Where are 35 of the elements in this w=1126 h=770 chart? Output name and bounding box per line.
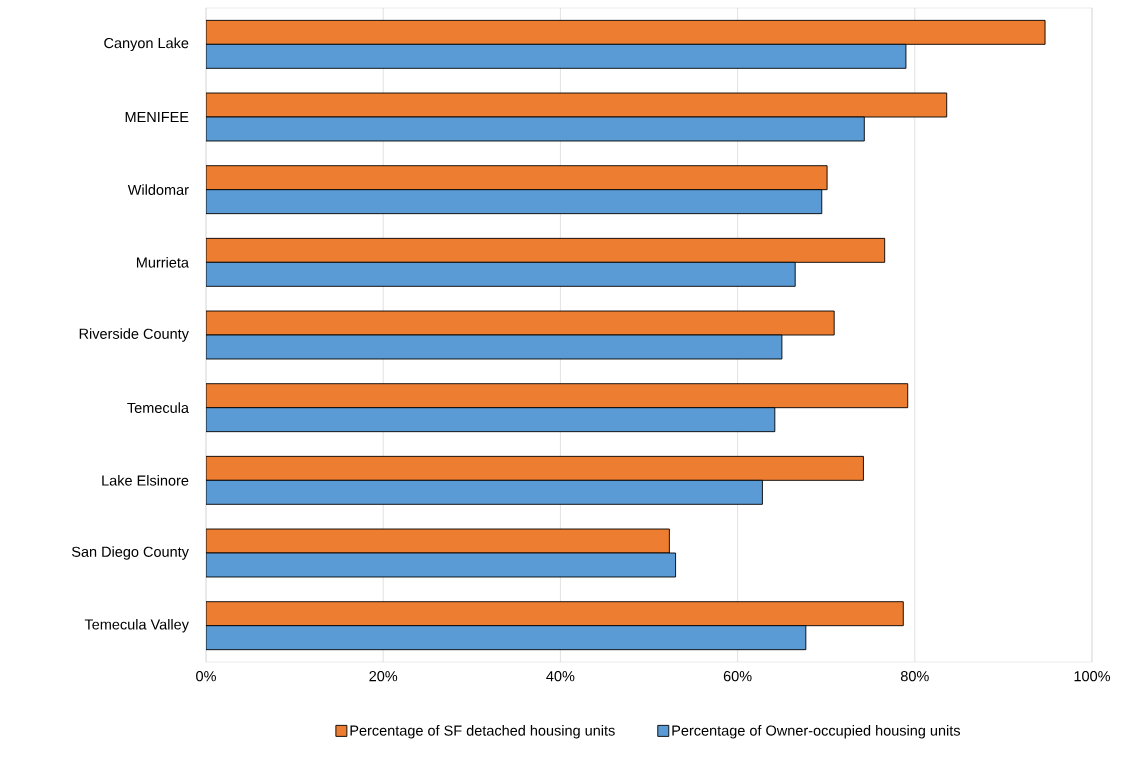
y-tick-label: Temecula Valley [84,618,189,633]
y-tick-label: Wildomar [127,184,189,195]
bar [206,237,886,263]
x-tick-label: 60% [723,671,752,682]
legend-label: Percentage of SF detached housing units [350,725,615,739]
bar [206,407,776,433]
x-tick-label: 40% [546,671,575,682]
legend-label: Percentage of Owner-occupied housing units [672,725,960,739]
y-tick-label: Murrieta [136,257,189,268]
bar [206,455,864,481]
y-tick-label: Canyon Lake [104,37,189,52]
bar [206,528,670,554]
x-tick-label: 80% [900,671,929,682]
bar [206,92,948,118]
y-tick-label: San Diego County [71,546,189,560]
bar [206,310,835,336]
bar [206,552,677,578]
y-tick-label: MENIFEE [125,112,189,122]
bar [206,334,783,360]
bar [206,43,907,69]
bar [206,116,865,142]
y-tick-label: Riverside County [79,328,189,342]
bar [206,601,904,627]
y-tick-label: Lake Elsinore [102,475,189,486]
x-tick-label: 0% [196,671,216,682]
bar [206,165,828,191]
y-tick-label: Temecula [127,402,189,413]
bar [206,383,909,409]
bar [206,261,796,287]
x-tick-label: 100% [1074,671,1111,682]
bar [206,189,823,215]
x-tick-label: 20% [369,671,398,682]
bar [206,625,807,651]
bar [206,479,763,505]
bar [206,19,1046,45]
